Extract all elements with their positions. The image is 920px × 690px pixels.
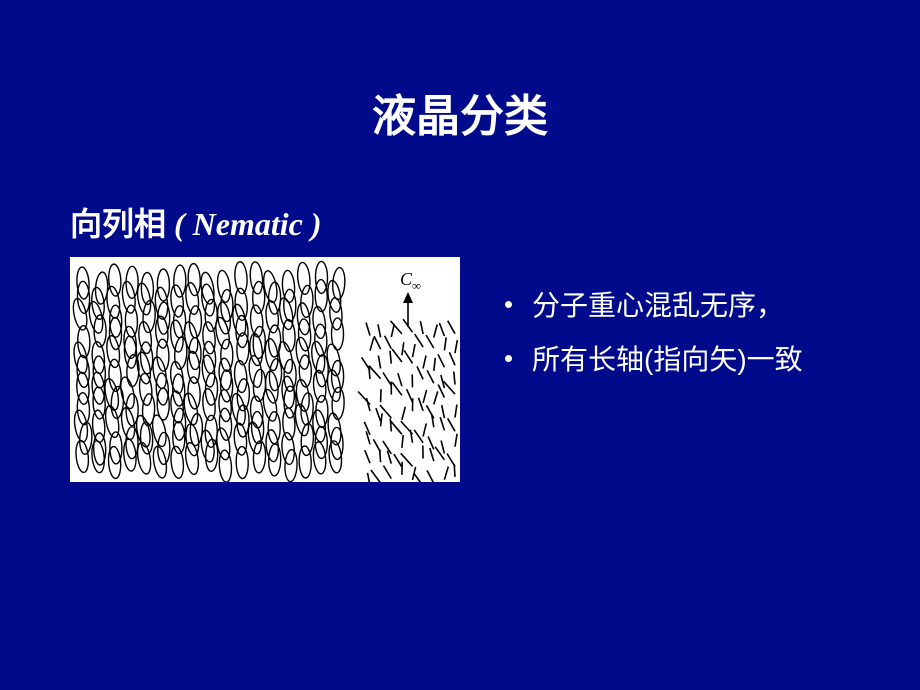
svg-text:C∞: C∞ <box>400 269 421 293</box>
subtitle-chinese: 向列相 <box>70 206 166 242</box>
slide: 液晶分类 向列相 ( Nematic ) C∞ 分子重心混乱无序， 所有长轴(指… <box>0 0 920 690</box>
diagram-svg: C∞ <box>70 257 460 482</box>
bullet-list: 分子重心混乱无序， 所有长轴(指向矢)一致 <box>505 285 803 393</box>
bullet-dot-icon <box>505 301 512 308</box>
subtitle-english: ( Nematic ) <box>174 206 322 242</box>
content-row: C∞ 分子重心混乱无序， 所有长轴(指向矢)一致 <box>0 257 920 482</box>
bullet-text: 分子重心混乱无序， <box>532 285 784 327</box>
bullet-text: 所有长轴(指向矢)一致 <box>532 339 803 381</box>
nematic-diagram: C∞ <box>70 257 460 482</box>
bullet-dot-icon <box>505 355 512 362</box>
slide-subtitle: 向列相 ( Nematic ) <box>70 199 920 245</box>
bullet-item: 分子重心混乱无序， <box>505 285 803 327</box>
slide-title: 液晶分类 <box>0 80 920 144</box>
bullet-item: 所有长轴(指向矢)一致 <box>505 339 803 381</box>
